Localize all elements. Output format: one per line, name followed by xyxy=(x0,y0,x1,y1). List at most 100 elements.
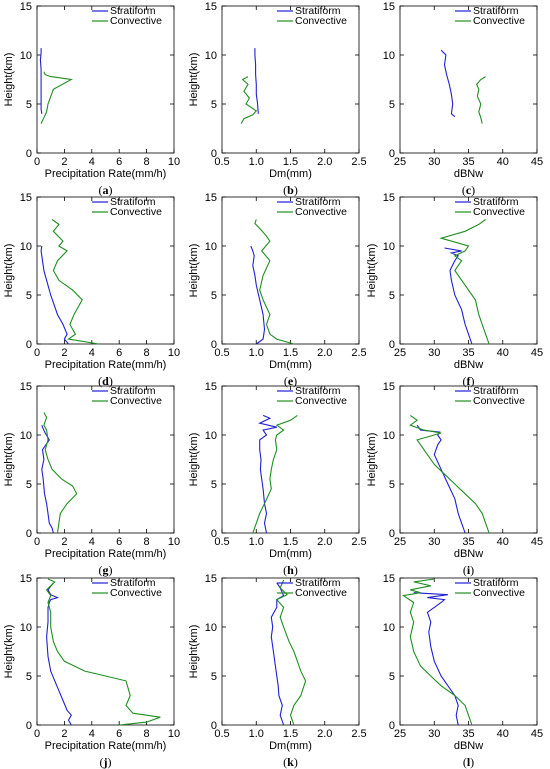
series-line-convective xyxy=(401,578,473,726)
x-tick-label: 0 xyxy=(34,728,40,740)
y-tick-label: 15 xyxy=(20,192,32,204)
y-tick-label: 10 xyxy=(20,50,32,62)
legend-label-convective: Convective xyxy=(295,395,347,407)
x-tick-label: 45 xyxy=(531,156,543,168)
x-tick-label: 4 xyxy=(89,156,95,168)
x-tick-label: 1.5 xyxy=(283,156,298,168)
y-axis-label: Height(km) xyxy=(188,625,200,679)
legend-label-stratiform: Stratiform xyxy=(473,196,519,208)
series-line-stratiform xyxy=(270,582,285,726)
x-tick-label: 35 xyxy=(462,347,474,359)
x-tick-label: 45 xyxy=(531,728,543,740)
y-tick-label: 0 xyxy=(211,148,217,160)
x-tick-label: 0.5 xyxy=(214,536,229,548)
y-tick-label: 0 xyxy=(211,339,217,351)
legend-label-stratiform: Stratiform xyxy=(295,5,341,17)
series-line-convective xyxy=(409,414,490,534)
y-tick-label: 10 xyxy=(383,430,395,442)
x-tick-label: 4 xyxy=(89,536,95,548)
series-line-stratiform xyxy=(413,592,459,726)
x-tick-label: 1.5 xyxy=(283,536,298,548)
y-tick-label: 5 xyxy=(211,290,217,302)
axes-frame xyxy=(399,577,538,726)
x-tick-label: 2.0 xyxy=(317,536,332,548)
legend-label-stratiform: Stratiform xyxy=(473,577,519,589)
y-axis-label: Height(km) xyxy=(3,53,15,107)
axes-frame xyxy=(399,196,538,345)
y-tick-label: 0 xyxy=(389,720,395,732)
x-tick-label: 6 xyxy=(116,156,122,168)
axes-frame xyxy=(221,577,360,726)
series-line-stratiform xyxy=(416,424,466,534)
legend-label-stratiform: Stratiform xyxy=(295,577,341,589)
y-tick-label: 5 xyxy=(26,479,32,491)
x-tick-label: 6 xyxy=(116,728,122,740)
legend-label-stratiform: Stratiform xyxy=(295,385,341,397)
y-tick-label: 5 xyxy=(389,99,395,111)
x-tick-label: 8 xyxy=(144,728,150,740)
y-tick-label: 10 xyxy=(383,50,395,62)
axes-frame xyxy=(36,196,175,345)
x-tick-label: 0 xyxy=(34,156,40,168)
chart-panel-g: 0 2 4 6 8 10 0 5 10 15 Precipitation Rate(mm/h) Hei… xyxy=(3,381,180,577)
chart-panel-b: 0.5 1.0 1.5 2.0 2.5 0 5 10 15 Dm(mm) Height(km) Str… xyxy=(188,1,367,197)
y-tick-label: 15 xyxy=(383,192,395,204)
axes-frame xyxy=(36,577,175,726)
series-line-convective xyxy=(45,578,161,726)
x-axis-label: dBNw xyxy=(454,548,483,560)
legend-label-convective: Convective xyxy=(295,15,347,27)
series-line-stratiform xyxy=(440,49,456,118)
series-line-stratiform xyxy=(250,245,266,345)
x-tick-label: 2 xyxy=(61,728,67,740)
x-tick-label: 0.5 xyxy=(214,347,229,359)
x-tick-label: 2.5 xyxy=(351,347,366,359)
x-tick-label: 0 xyxy=(34,347,40,359)
chart-panel-e: 0.5 1.0 1.5 2.0 2.5 0 5 10 15 Dm(mm) Height(km) Str… xyxy=(188,192,367,388)
y-tick-label: 0 xyxy=(26,720,32,732)
axes-frame xyxy=(36,385,175,534)
legend-label-convective: Convective xyxy=(110,15,162,27)
legend-label-stratiform: Stratiform xyxy=(110,196,156,208)
panel-caption: (i) xyxy=(463,563,474,577)
legend-label-stratiform: Stratiform xyxy=(473,5,519,17)
x-axis-label: Precipitation Rate(mm/h) xyxy=(45,168,167,180)
y-axis-label: Height(km) xyxy=(3,244,15,298)
x-tick-label: 35 xyxy=(462,728,474,740)
x-tick-label: 2.0 xyxy=(317,156,332,168)
x-tick-label: 1.0 xyxy=(249,536,264,548)
y-tick-label: 15 xyxy=(20,381,32,393)
series-line-convective xyxy=(240,76,258,124)
x-tick-label: 8 xyxy=(144,347,150,359)
x-tick-label: 30 xyxy=(428,347,440,359)
y-tick-label: 5 xyxy=(211,671,217,683)
y-tick-label: 15 xyxy=(383,573,395,585)
series-line-stratiform xyxy=(41,425,54,534)
y-tick-label: 5 xyxy=(26,671,32,683)
series-line-convective xyxy=(275,579,307,726)
x-tick-label: 2.0 xyxy=(317,728,332,740)
panel-caption: (h) xyxy=(283,563,298,577)
series-line-stratiform xyxy=(39,48,43,114)
y-tick-label: 15 xyxy=(205,573,217,585)
series-line-stratiform xyxy=(258,414,277,534)
y-tick-label: 10 xyxy=(20,241,32,253)
x-tick-label: 2 xyxy=(61,347,67,359)
x-tick-label: 0.5 xyxy=(214,728,229,740)
x-tick-label: 8 xyxy=(144,156,150,168)
y-tick-label: 10 xyxy=(205,50,217,62)
x-tick-label: 0 xyxy=(34,536,40,548)
y-tick-label: 5 xyxy=(389,290,395,302)
y-tick-label: 0 xyxy=(211,720,217,732)
x-tick-label: 30 xyxy=(428,536,440,548)
x-tick-label: 1.0 xyxy=(249,156,264,168)
legend-label-convective: Convective xyxy=(473,15,525,27)
x-tick-label: 2.0 xyxy=(317,347,332,359)
series-line-stratiform xyxy=(40,245,69,345)
panel-caption: (a) xyxy=(99,183,113,197)
panel-caption: (f) xyxy=(463,374,475,388)
chart-panel-i: 25 30 35 40 45 0 5 10 15 dBNw Height(km) Stratiform… xyxy=(366,381,543,577)
series-line-convective xyxy=(439,219,490,345)
legend-label-convective: Convective xyxy=(473,587,525,599)
x-tick-label: 6 xyxy=(116,536,122,548)
x-tick-label: 8 xyxy=(144,536,150,548)
